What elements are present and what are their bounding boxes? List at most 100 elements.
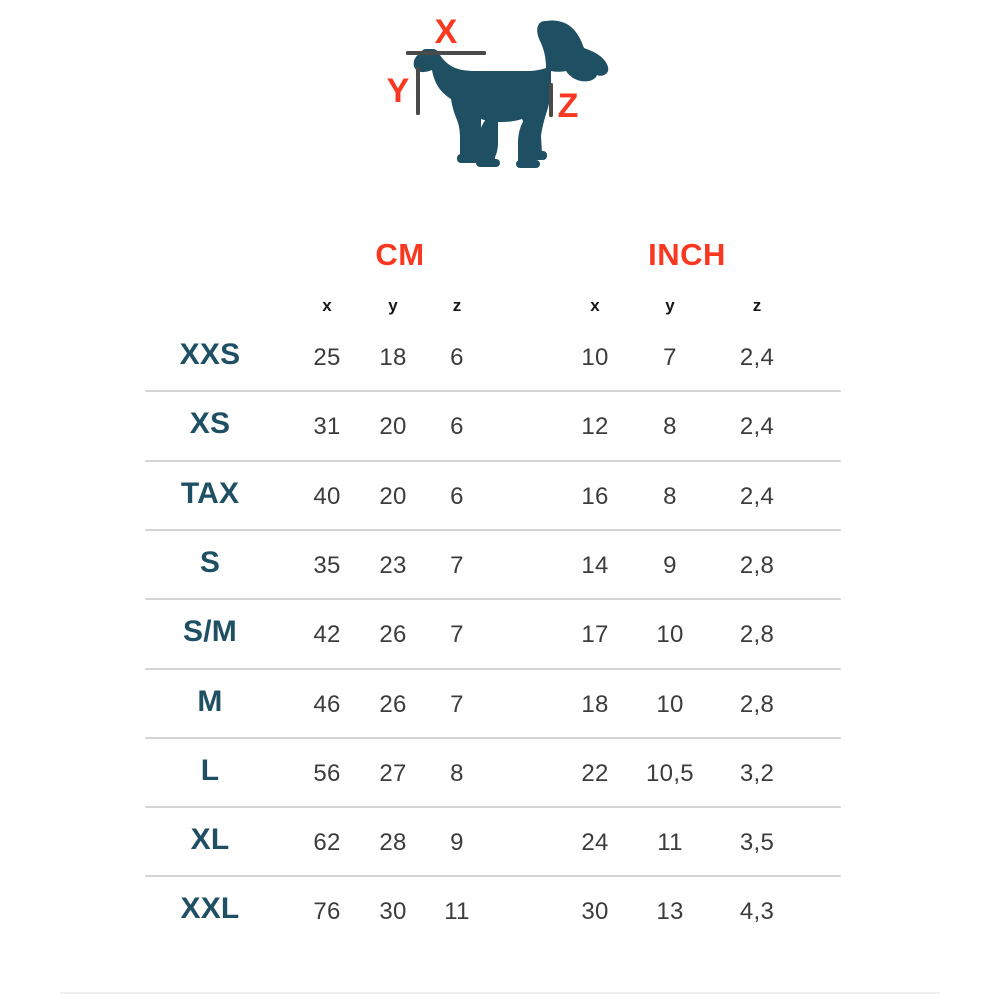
cell-cm-z: 7: [450, 690, 464, 718]
row-separator: [145, 736, 841, 739]
cell-inch-z: 2,4: [739, 482, 775, 510]
row-separator: [145, 806, 841, 809]
scan-artifact-right-line: [965, 255, 966, 330]
size-label: XS: [189, 407, 231, 441]
cell-cm-y: 23: [379, 551, 407, 579]
axis-header-cm-x: x: [322, 296, 332, 315]
cell-cm-y: 20: [379, 482, 407, 510]
table-row[interactable]: M 46 26 7 18 10 2,8: [0, 685, 1000, 754]
cell-cm-y: 30: [379, 898, 407, 926]
size-label: TAX: [180, 476, 240, 510]
table-row[interactable]: TAX 40 20 6 16 8 2,4: [0, 477, 1000, 546]
cell-inch-z: 2,8: [739, 690, 775, 718]
unit-header-inch: INCH: [648, 237, 726, 272]
cell-cm-x: 25: [313, 344, 341, 371]
cell-cm-x: 31: [313, 413, 341, 441]
z-measure-bar: [549, 83, 553, 117]
cell-inch-x: 30: [581, 898, 609, 926]
size-label: XL: [190, 823, 230, 857]
size-label: S/M: [183, 615, 237, 649]
axis-header-cm-y: y: [388, 296, 398, 315]
cell-inch-y: 8: [663, 482, 677, 510]
table-row[interactable]: XL 62 28 9 24 11 3,5: [0, 823, 1000, 892]
cell-cm-x: 35: [313, 551, 341, 579]
row-separator: [145, 598, 841, 601]
cell-cm-x: 42: [313, 621, 341, 649]
cell-cm-z: 6: [450, 344, 464, 371]
table-row[interactable]: XS 31 20 6 12 8 2,4: [0, 407, 1000, 476]
cell-cm-y: 20: [379, 413, 407, 441]
axis-header-inch-y: y: [665, 296, 675, 315]
axis-header-inch-x: x: [590, 296, 600, 315]
cell-inch-y: 11: [657, 829, 683, 857]
cell-cm-y: 26: [379, 690, 407, 718]
axis-header-inch-z: z: [752, 296, 762, 315]
x-measure-bar: [406, 51, 486, 55]
row-separator: [145, 459, 841, 462]
cell-cm-y: 26: [379, 621, 407, 649]
cell-cm-z: 9: [450, 829, 464, 857]
cell-inch-x: 12: [581, 413, 609, 441]
cell-inch-z: 3,2: [739, 759, 775, 787]
dog-silhouette-diagram: X Y Z: [387, 13, 609, 168]
cell-cm-y: 18: [379, 344, 407, 371]
cell-inch-y: 9: [663, 551, 677, 579]
cell-inch-x: 16: [581, 482, 609, 510]
dog-silhouette-icon: [413, 20, 609, 168]
axis-header-cm-z: z: [452, 296, 462, 315]
table-row[interactable]: XXL 76 30 11 30 13 4,3: [0, 892, 1000, 961]
cell-cm-x: 40: [313, 482, 341, 510]
cell-inch-z: 3,5: [739, 829, 775, 857]
cell-inch-x: 22: [581, 759, 609, 787]
unit-header-cm: CM: [375, 237, 425, 272]
size-label: S: [199, 545, 221, 579]
y-measure-bar: [416, 67, 420, 115]
row-separator: [145, 667, 841, 670]
cell-cm-x: 46: [313, 690, 341, 718]
size-label: L: [200, 753, 220, 787]
scan-artifact-bottom-line: [60, 992, 940, 994]
cell-inch-x: 10: [581, 344, 609, 371]
cell-inch-z: 4,3: [739, 898, 775, 926]
row-separator: [145, 390, 841, 393]
cell-cm-x: 56: [313, 759, 341, 787]
cell-inch-x: 24: [581, 829, 609, 857]
y-marker-label: Y: [387, 72, 410, 110]
x-marker-label: X: [435, 13, 458, 51]
size-label: M: [197, 684, 223, 718]
cell-cm-z: 7: [450, 551, 464, 579]
size-label: XXL: [180, 892, 240, 926]
hero-illustration-area: X Y Z: [0, 0, 1000, 200]
cell-cm-z: 7: [450, 621, 464, 649]
cell-cm-z: 6: [450, 482, 464, 510]
table-row[interactable]: S 35 23 7 14 9 2,8: [0, 546, 1000, 615]
cell-cm-z: 8: [450, 759, 464, 787]
table-row[interactable]: XXS 25 18 6 10 7 2,4: [0, 338, 1000, 407]
cell-inch-x: 17: [581, 621, 609, 649]
cell-inch-y: 10: [656, 621, 684, 649]
z-marker-label: Z: [558, 87, 579, 125]
cell-cm-z: 6: [450, 413, 464, 441]
cell-inch-y: 7: [663, 344, 677, 371]
table-row[interactable]: L 56 27 8 22 10,5 3,2: [0, 754, 1000, 823]
cell-cm-z: 11: [444, 898, 470, 926]
cell-cm-y: 28: [379, 829, 407, 857]
cell-inch-z: 2,4: [739, 344, 775, 371]
table-row[interactable]: S/M 42 26 7 17 10 2,8: [0, 615, 1000, 684]
cell-cm-x: 76: [313, 898, 341, 926]
row-separator: [145, 528, 841, 531]
cell-cm-y: 27: [379, 759, 407, 787]
cell-inch-z: 2,8: [739, 621, 775, 649]
cell-inch-y: 10: [656, 690, 684, 718]
cell-inch-y: 8: [663, 413, 677, 441]
cell-cm-x: 62: [313, 829, 341, 857]
cell-inch-x: 18: [581, 690, 609, 718]
cell-inch-x: 14: [581, 551, 609, 579]
cell-inch-y: 13: [656, 898, 684, 926]
cell-inch-z: 2,4: [739, 413, 775, 441]
row-separator: [145, 875, 841, 878]
size-label: XXS: [179, 338, 241, 371]
cell-inch-z: 2,8: [739, 551, 775, 579]
